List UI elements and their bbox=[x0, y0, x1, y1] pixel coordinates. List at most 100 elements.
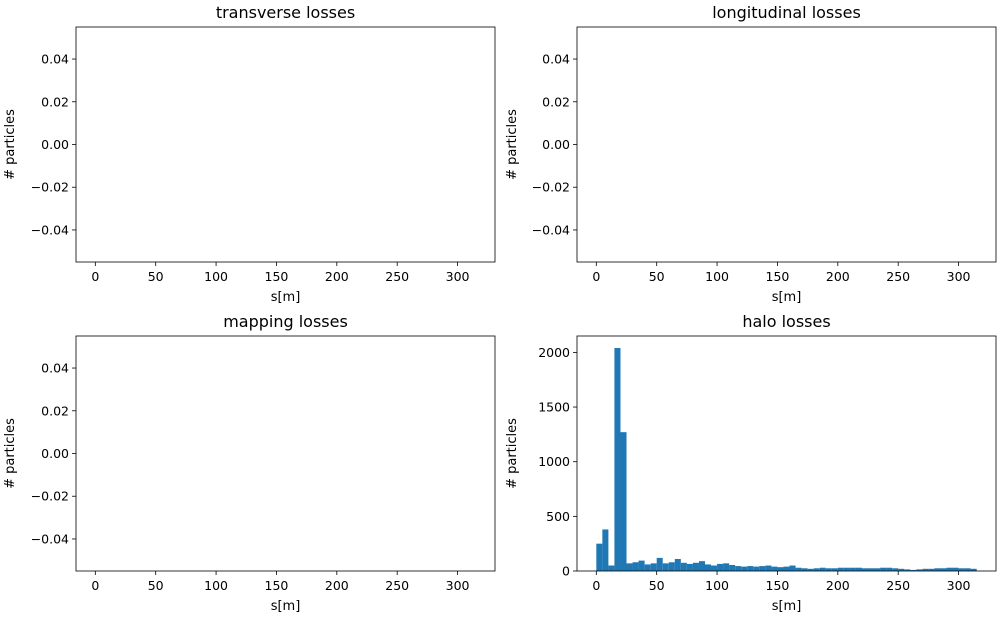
bar bbox=[644, 564, 651, 571]
x-tick-label: 100 bbox=[705, 269, 729, 284]
x-axis-label: s[m] bbox=[271, 599, 301, 614]
bar bbox=[620, 432, 627, 571]
bar bbox=[723, 563, 730, 571]
bar bbox=[922, 568, 929, 571]
bar bbox=[916, 569, 923, 571]
y-tick-label: 0.00 bbox=[41, 446, 69, 461]
x-tick-label: 300 bbox=[947, 269, 971, 284]
subplot-1: 0 50 100 150 200 250 300 0.04 0.02 0.00 −0.02 −0.04… bbox=[3, 3, 496, 305]
bar bbox=[692, 562, 699, 571]
x-tick-label: 150 bbox=[766, 578, 790, 593]
y-tick-label: 0.00 bbox=[41, 137, 69, 152]
bar bbox=[777, 567, 784, 571]
subplot-4: 0 50 100 150 200 250 300 0 500 1000 1500 2000 halo l… bbox=[505, 312, 997, 614]
bar bbox=[596, 543, 603, 571]
x-tick-label: 150 bbox=[766, 269, 790, 284]
bar bbox=[807, 568, 814, 571]
bar bbox=[674, 558, 681, 571]
bar bbox=[704, 564, 712, 571]
subplot-title: mapping losses bbox=[223, 312, 348, 331]
y-axis-label: # particles bbox=[505, 109, 520, 180]
x-tick-label: 250 bbox=[886, 578, 910, 593]
y-tick-label: −0.02 bbox=[532, 180, 570, 195]
bar bbox=[662, 563, 669, 571]
bar bbox=[880, 567, 887, 571]
bar bbox=[686, 563, 693, 571]
x-axis-label: s[m] bbox=[271, 290, 301, 305]
bar bbox=[656, 557, 663, 571]
bar bbox=[789, 565, 796, 571]
x-tick-label: 100 bbox=[204, 578, 228, 593]
y-tick-label: 0.04 bbox=[542, 52, 570, 67]
y-tick-label: −0.04 bbox=[532, 222, 570, 237]
bar bbox=[874, 568, 881, 571]
bar bbox=[868, 568, 875, 571]
x-tick-label: 250 bbox=[385, 269, 409, 284]
bar bbox=[668, 562, 675, 571]
y-axis-label: # particles bbox=[3, 109, 18, 180]
y-tick-label: 0.00 bbox=[542, 137, 570, 152]
bar bbox=[898, 568, 905, 571]
bar bbox=[904, 569, 911, 571]
x-tick-label: 0 bbox=[91, 269, 99, 284]
bar bbox=[765, 565, 772, 571]
subplot-title: longitudinal losses bbox=[712, 3, 861, 22]
x-tick-label: 300 bbox=[947, 578, 971, 593]
bar bbox=[632, 562, 639, 571]
y-tick-label: 1500 bbox=[538, 400, 570, 415]
bar bbox=[614, 348, 621, 571]
axes-frame bbox=[75, 335, 496, 572]
y-axis-label: # particles bbox=[505, 418, 520, 489]
bar bbox=[626, 563, 633, 571]
bar bbox=[795, 567, 802, 571]
x-axis-label: s[m] bbox=[772, 290, 802, 305]
bar bbox=[771, 566, 778, 571]
bar bbox=[813, 568, 820, 571]
subplot-title: transverse losses bbox=[216, 3, 355, 22]
bar bbox=[711, 565, 718, 571]
y-tick-label: 0.02 bbox=[542, 94, 570, 109]
y-tick-label: 0.04 bbox=[41, 52, 69, 67]
x-tick-label: 250 bbox=[385, 578, 409, 593]
x-tick-label: 200 bbox=[325, 269, 349, 284]
bar bbox=[928, 568, 935, 571]
y-tick-label: 500 bbox=[546, 509, 570, 524]
x-tick-label: 150 bbox=[265, 269, 289, 284]
bar bbox=[831, 568, 838, 571]
bar bbox=[849, 567, 856, 571]
y-tick-label: −0.04 bbox=[31, 531, 69, 546]
bar bbox=[855, 567, 862, 571]
bar bbox=[970, 568, 977, 571]
x-tick-label: 200 bbox=[826, 269, 850, 284]
axes-frame bbox=[576, 335, 997, 572]
y-tick-label: 0.02 bbox=[41, 403, 69, 418]
bar bbox=[608, 565, 615, 571]
bar bbox=[843, 567, 850, 571]
bar bbox=[747, 566, 754, 571]
x-tick-label: 250 bbox=[886, 269, 910, 284]
bar bbox=[602, 529, 609, 571]
y-tick-label: −0.04 bbox=[31, 222, 69, 237]
bar bbox=[759, 566, 766, 571]
x-tick-label: 100 bbox=[705, 578, 729, 593]
x-tick-label: 0 bbox=[592, 578, 600, 593]
x-tick-label: 50 bbox=[148, 269, 164, 284]
bar bbox=[698, 561, 705, 571]
y-tick-label: 0.02 bbox=[41, 94, 69, 109]
y-tick-label: 2000 bbox=[538, 345, 570, 360]
y-axis-label: # particles bbox=[3, 418, 18, 489]
x-tick-label: 150 bbox=[265, 578, 289, 593]
bar bbox=[934, 568, 941, 571]
bar bbox=[910, 569, 917, 571]
bar bbox=[638, 560, 645, 571]
y-tick-label: −0.02 bbox=[31, 180, 69, 195]
bar bbox=[680, 562, 687, 571]
x-tick-label: 200 bbox=[826, 578, 850, 593]
x-axis-label: s[m] bbox=[772, 599, 802, 614]
bar bbox=[892, 568, 899, 571]
bar bbox=[741, 566, 748, 571]
bar bbox=[837, 567, 844, 571]
x-tick-label: 100 bbox=[204, 269, 228, 284]
y-tick-label: 1000 bbox=[538, 454, 570, 469]
